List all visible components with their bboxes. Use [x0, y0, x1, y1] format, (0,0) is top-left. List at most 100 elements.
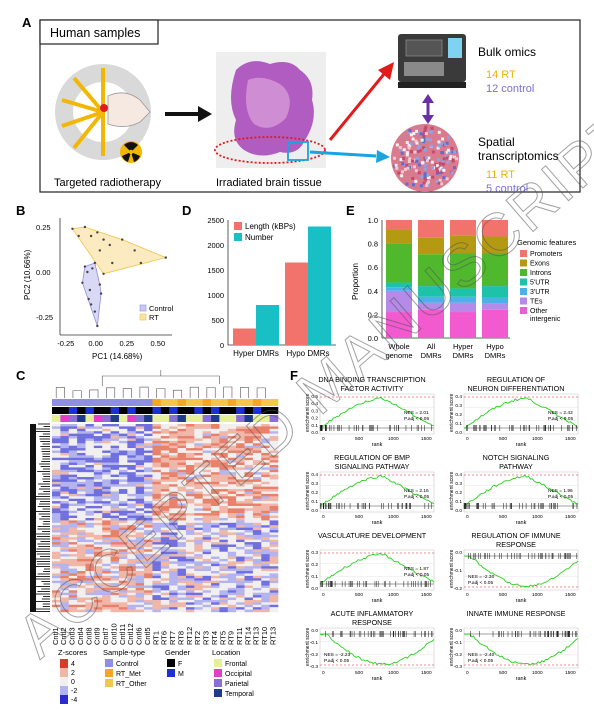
heatmap-cell: [60, 595, 70, 598]
heatmap-cell: [160, 602, 170, 605]
heatmap-cell: [127, 443, 137, 446]
heatmap-cell: [93, 440, 103, 444]
heatmap-cell: [169, 585, 178, 589]
heatmap-cell: [236, 522, 245, 526]
heatmap-cell: [169, 539, 178, 543]
heatmap-cell: [169, 520, 178, 524]
heatmap-cell: [160, 522, 170, 526]
gsea-x-tick: 1000: [532, 592, 543, 598]
heatmap-cell: [219, 472, 229, 475]
gsea-x-tick: 1500: [565, 670, 576, 676]
gsea-x-tick: 0: [322, 514, 325, 520]
heatmap-cell: [227, 551, 237, 555]
heatmap-cell: [60, 556, 70, 560]
heatmap-cell: [110, 440, 120, 444]
gsea-y-label: enrichment score: [305, 627, 311, 666]
heatmap-cell: [177, 527, 187, 531]
heatmap-cell: [110, 464, 120, 468]
track-gender: [77, 407, 86, 414]
heatmap-cell: [269, 532, 279, 536]
heatmap-cell: [177, 486, 187, 490]
heatmap-cell: [60, 467, 70, 470]
heatmap-cell: [135, 501, 145, 504]
heatmap-cell: [194, 428, 203, 432]
heatmap-cell: [211, 452, 220, 456]
heatmap-cell: [211, 503, 220, 507]
heatmap-cell: [110, 438, 120, 442]
heatmap-cell: [219, 609, 229, 613]
heatmap-cell: [127, 518, 137, 521]
heatmap-cell: [261, 491, 270, 495]
heatmap-cell: [152, 452, 162, 456]
heatmap-cell: [85, 433, 95, 437]
heatmap-cell: [152, 477, 162, 480]
stack-legend-title: Genomic features: [517, 238, 576, 247]
heatmap-cell: [144, 469, 153, 473]
heatmap-sample-label: Cntl2: [59, 627, 68, 645]
heatmap-cell: [118, 580, 128, 584]
heatmap-cell: [261, 580, 270, 584]
heatmap-cell: [269, 472, 279, 475]
heatmap-cell: [60, 489, 70, 492]
heatmap-cell: [244, 457, 254, 461]
stack-y-tick: 1.0: [368, 216, 378, 225]
gsea-x-tick: 1000: [532, 670, 543, 676]
heatmap-cell: [261, 450, 270, 454]
heatmap-cell: [227, 597, 237, 601]
column-dendrogram: [122, 388, 132, 398]
heatmap-cell: [77, 597, 86, 601]
heatmap-cell: [219, 440, 229, 444]
zscore-legend-tick: -2: [71, 688, 77, 695]
gsea-y-label: enrichment score: [449, 393, 455, 432]
gsea-x-tick: 0: [322, 670, 325, 676]
spatial-spot-dot: [424, 132, 428, 136]
heatmap-cell: [227, 448, 237, 451]
heatmap-cell: [52, 481, 61, 485]
heatmap-cell: [118, 556, 128, 560]
track-location: [135, 415, 145, 422]
heatmap-cell: [211, 544, 220, 548]
heatmap-cell: [127, 530, 137, 533]
heatmap-cell: [60, 522, 70, 526]
heatmap-cell: [152, 493, 162, 497]
heatmap-cell: [85, 515, 95, 519]
gsea-nes: NES = 2.01: [404, 410, 429, 416]
heatmap-cell: [85, 424, 95, 427]
heatmap-cell: [177, 558, 187, 562]
heatmap-cell: [77, 520, 86, 524]
heatmap-cell: [160, 604, 170, 608]
heatmap-cell: [110, 599, 120, 603]
heatmap-cell: [152, 443, 162, 446]
heatmap-cell: [52, 493, 61, 497]
heatmap-cell: [127, 474, 137, 478]
heatmap-cell: [110, 505, 120, 509]
heatmap-cell: [110, 558, 120, 562]
heatmap-cell: [77, 431, 86, 434]
heatmap-cell: [77, 551, 86, 555]
heatmap-cell: [219, 518, 229, 521]
heatmap-cell: [252, 450, 262, 454]
heatmap-cell: [52, 525, 61, 528]
heatmap-cell: [169, 554, 178, 557]
gsea-title-line1: ACUTE INFLAMMATORY: [331, 609, 414, 618]
heatmap-cell: [127, 609, 137, 613]
heatmap-cell: [252, 542, 262, 545]
heatmap-cell: [227, 518, 237, 521]
stack-legend-swatch: [520, 307, 527, 314]
gsea-title-line1: REGULATION OF BMP: [334, 453, 410, 462]
heatmap-cell: [93, 532, 103, 536]
heatmap-cell: [135, 469, 145, 473]
heatmap-cell: [177, 607, 187, 610]
heatmap-cell: [261, 583, 270, 586]
spatial-control-count: 5 control: [486, 183, 528, 195]
heatmap-cell: [102, 556, 111, 560]
heatmap-cell: [102, 505, 111, 509]
heatmap-cell: [177, 440, 187, 444]
heatmap-cell: [52, 510, 61, 514]
heatmap-cell: [185, 518, 195, 521]
heatmap-cell: [185, 580, 195, 584]
heatmap-cell: [77, 448, 86, 451]
gsea-y-tick: 0.0: [455, 550, 462, 556]
spatial-spot-dot: [405, 141, 409, 145]
heatmap-cell: [194, 481, 203, 485]
